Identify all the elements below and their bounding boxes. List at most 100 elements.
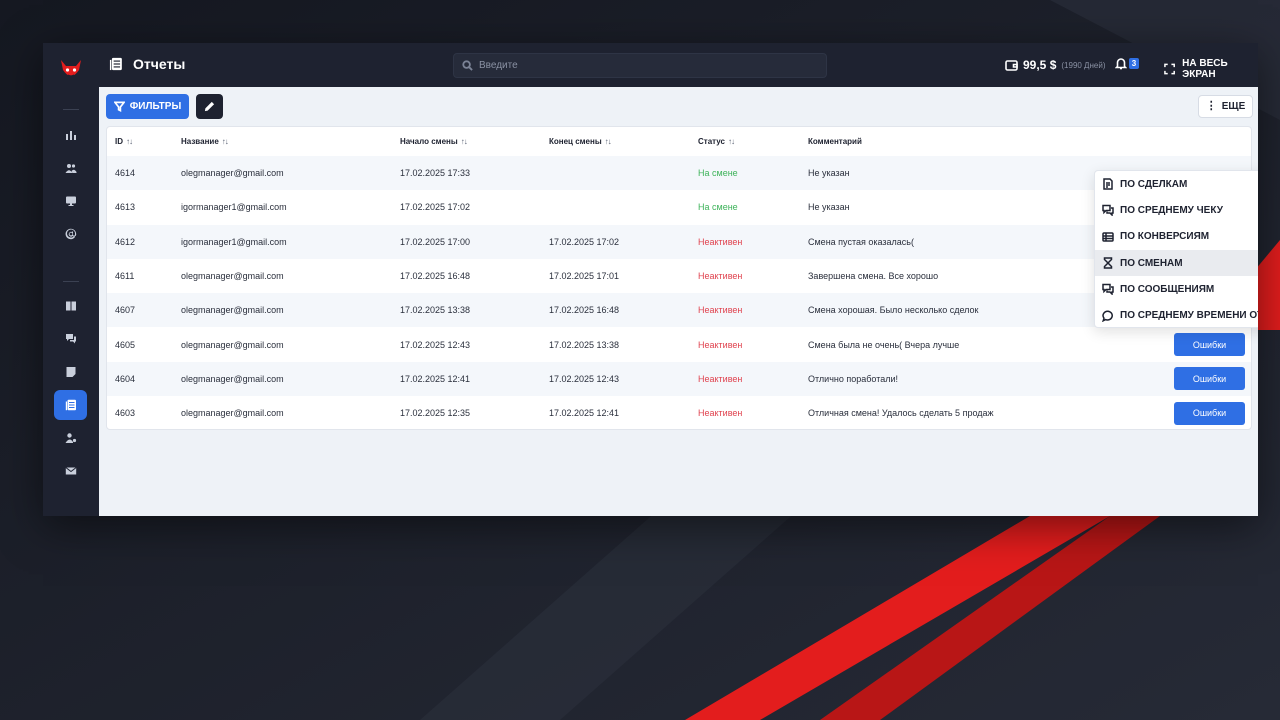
errors-button[interactable]: Ошибки — [1174, 333, 1245, 357]
sidebar-item-notes[interactable] — [54, 357, 87, 387]
users-icon — [65, 164, 76, 173]
menu-item-label: ПО СООБЩЕНИЯМ — [1120, 283, 1215, 295]
search-box[interactable] — [453, 53, 827, 78]
column-header-status[interactable]: Статус ↑↓ — [698, 137, 735, 146]
cell-start: 17.02.2025 12:35 — [400, 408, 471, 419]
page-header: Отчеты — [109, 56, 185, 72]
sidebar-item-mail[interactable] — [54, 456, 87, 486]
sidebar-divider — [63, 109, 79, 110]
column-header-start[interactable]: Начало смены ↑↓ — [400, 137, 468, 146]
search-input[interactable] — [479, 60, 799, 71]
table-row[interactable]: 4613 igormanager1@gmail.com 17.02.2025 17:… — [107, 190, 1251, 224]
cell-end — [541, 190, 690, 224]
cell-status: На смене — [698, 202, 738, 213]
errors-button[interactable]: Ошибки — [1174, 367, 1245, 391]
column-header-actions — [1161, 127, 1251, 156]
sort-icon: ↑↓ — [460, 137, 468, 146]
errors-button[interactable]: Ошибки — [1174, 401, 1245, 425]
column-header-name[interactable]: Название ↑↓ — [181, 137, 229, 146]
menu-item-label: ПО КОНВЕРСИЯМ — [1120, 231, 1210, 243]
cell-id: 4611 — [115, 271, 135, 282]
menu-item-label: ПО СРЕДНЕМУ ЧЕКУ — [1120, 204, 1223, 216]
chat-bubbles-icon — [1102, 284, 1114, 296]
menu-item[interactable]: ПО СМЕНАМ — [1095, 249, 1258, 277]
table-row[interactable]: 4607 olegmanager@gmail.com 17.02.2025 13:3… — [107, 293, 1251, 328]
balance-amount: 99,5 $ — [1023, 58, 1057, 72]
notifications-button[interactable]: 3 — [1115, 57, 1139, 70]
edit-button[interactable] — [196, 94, 223, 119]
more-label: ЕЩЕ — [1221, 101, 1246, 112]
cell-name: olegmanager@gmail.com — [181, 271, 284, 282]
app-window: Отчеты 99,5 $ (1990 Дней) 3 НА ВЕСЬ ЭКРА… — [43, 43, 1258, 516]
sidebar-item-stats[interactable] — [54, 120, 87, 150]
cell-status: Неактивен — [698, 408, 743, 419]
cell-id: 4605 — [115, 339, 136, 350]
bar-chart-icon — [65, 131, 76, 140]
list-icon — [1102, 231, 1114, 242]
cell-action: Ошибки — [1161, 327, 1251, 361]
sidebar-item-reports[interactable] — [54, 390, 87, 420]
menu-item[interactable]: ПО СООБЩЕНИЯМ — [1095, 276, 1258, 302]
reports-icon — [109, 57, 123, 71]
column-header-end[interactable]: Конец смены ↑↓ — [549, 137, 612, 146]
filters-button[interactable]: ФИЛЬТРЫ — [106, 94, 189, 119]
top-bar: Отчеты 99,5 $ (1990 Дней) 3 НА ВЕСЬ ЭКРА… — [99, 43, 1258, 87]
menu-item[interactable]: ПО СРЕДНЕМУ ВРЕМЕНИ ОТВЕТА — [1095, 302, 1258, 328]
fullscreen-button[interactable]: НА ВЕСЬ ЭКРАН — [1164, 58, 1258, 80]
cell-comment: Отличная смена! Удалось сделать 5 продаж — [808, 408, 994, 419]
column-header-id[interactable]: ID ↑↓ — [115, 137, 133, 146]
menu-item[interactable]: ПО КОНВЕРСИЯМ — [1095, 224, 1258, 250]
sidebar-item-monitor[interactable] — [54, 186, 87, 216]
reports-icon — [65, 399, 76, 411]
table-row[interactable]: 4604 olegmanager@gmail.com 17.02.2025 12:4… — [107, 361, 1251, 397]
cell-id: 4607 — [107, 293, 173, 328]
sidebar-item-chat[interactable] — [54, 324, 87, 354]
cell-end: 17.02.2025 12:43 — [541, 361, 690, 397]
menu-item[interactable]: ПО СДЕЛКАМ — [1095, 171, 1258, 197]
shifts-table: ID ↑↓ Название ↑↓ Начало смены ↑↓ Конец сме… — [106, 126, 1252, 430]
user-gear-icon — [65, 433, 76, 443]
table-row[interactable]: 4611 olegmanager@gmail.com 17.02.2025 16:4… — [107, 259, 1251, 293]
cell-end — [541, 156, 690, 191]
cell-id: 4603 — [115, 408, 136, 419]
table-row[interactable]: 4603 olegmanager@gmail.com 17.02.2025 12:3… — [107, 396, 1251, 429]
cell-id: 4604 — [107, 361, 173, 397]
monitor-icon — [65, 196, 76, 206]
cell-action: Ошибки — [1161, 396, 1251, 429]
table-row[interactable]: 4612 igormanager1@gmail.com 17.02.2025 17:… — [107, 224, 1251, 259]
table-row[interactable]: 4605 olegmanager@gmail.com 17.02.2025 12:4… — [107, 327, 1251, 361]
balance[interactable]: 99,5 $ (1990 Дней) — [1005, 58, 1105, 72]
cell-start: 17.02.2025 12:41 — [392, 361, 541, 397]
table-row[interactable]: 4614 olegmanager@gmail.com 17.02.2025 17:3… — [107, 156, 1251, 191]
cell-name: olegmanager@gmail.com — [173, 293, 392, 328]
sidebar-divider — [63, 281, 79, 282]
cell-name: igormanager1@gmail.com — [181, 202, 287, 213]
sidebar-item-book[interactable] — [54, 291, 87, 321]
cell-comment: Отлично поработали! — [800, 361, 1161, 397]
deals-icon — [1103, 178, 1113, 190]
kebab-icon: ⋮ — [1205, 100, 1217, 112]
chat-bubbles-icon — [1102, 205, 1114, 217]
cell-name: olegmanager@gmail.com — [173, 361, 392, 397]
sidebar-item-user-settings[interactable] — [54, 423, 87, 453]
more-button[interactable]: ⋮ ЕЩЕ — [1198, 95, 1253, 118]
menu-item[interactable]: ПО СРЕДНЕМУ ЧЕКУ — [1095, 197, 1258, 223]
more-dropdown-menu: ПО СДЕЛКАМ ПО СРЕДНЕМУ ЧЕКУ ПО КОНВЕРСИЯМ П… — [1094, 170, 1258, 328]
speech-bubble-icon — [1102, 310, 1113, 322]
book-icon — [65, 301, 76, 311]
sidebar-item-mentions[interactable] — [54, 219, 87, 249]
cell-name: olegmanager@gmail.com — [173, 156, 392, 191]
hourglass-icon — [1103, 257, 1113, 269]
notes-icon — [66, 367, 75, 377]
cell-comment: Завершена смена. Все хорошо — [808, 271, 939, 282]
at-icon — [65, 228, 76, 240]
sidebar-item-users[interactable] — [54, 153, 87, 183]
pencil-icon — [204, 101, 215, 112]
cell-name: olegmanager@gmail.com — [181, 408, 284, 419]
cell-end: 17.02.2025 12:41 — [549, 408, 620, 419]
cell-name: igormanager1@gmail.com — [173, 224, 392, 259]
brand-logo-icon[interactable] — [57, 56, 85, 84]
wallet-icon — [1005, 60, 1018, 71]
cell-status: Неактивен — [698, 339, 743, 350]
cell-status: На смене — [690, 156, 800, 191]
